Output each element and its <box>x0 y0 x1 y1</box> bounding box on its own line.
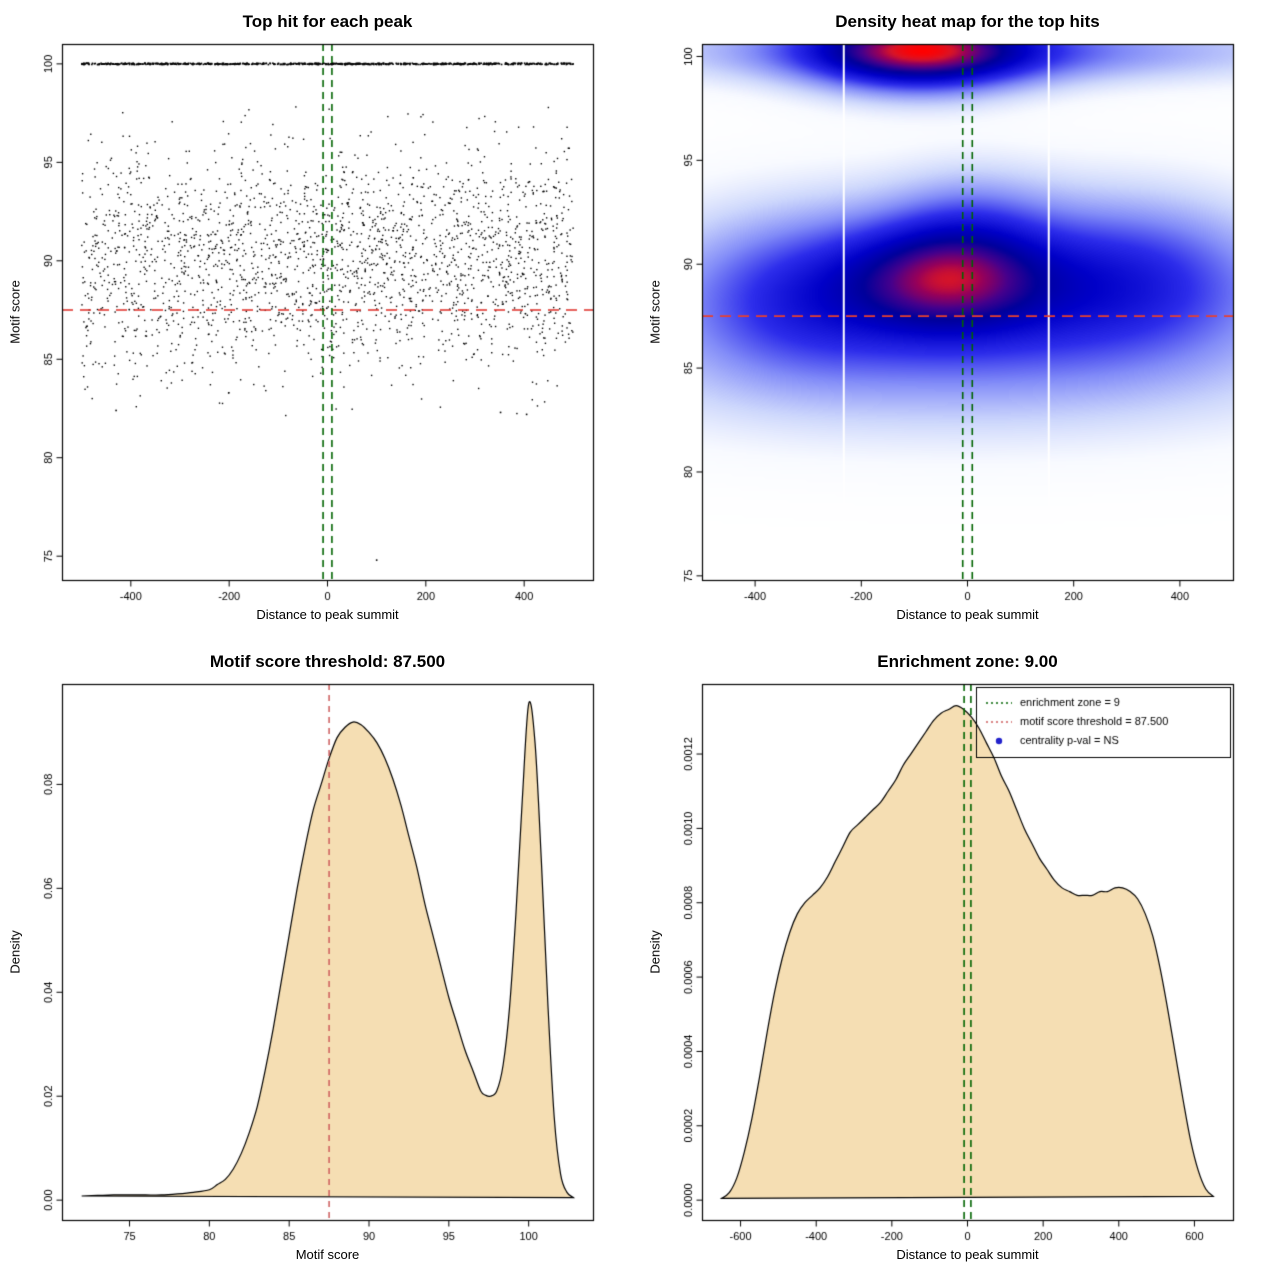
panel-summit-distance-density: Enrichment zone: 9.00 Distance to peak s… <box>640 640 1280 1280</box>
x-axis-label: Motif score <box>295 1247 360 1262</box>
distance-density-canvas <box>640 640 1280 1280</box>
y-axis-label: Motif score <box>647 280 663 344</box>
heatmap-canvas <box>640 0 1280 640</box>
panel-motif-score-density: Motif score threshold: 87.500 Motif scor… <box>0 640 640 1280</box>
panel-title: Density heat map for the top hits <box>835 12 1100 31</box>
panel-title: Enrichment zone: 9.00 <box>877 652 1058 671</box>
y-axis-label: Density <box>7 930 23 974</box>
panel-top-hit-scatter: Top hit for each peak Distance to peak s… <box>0 0 640 640</box>
x-axis-label: Distance to peak summit <box>896 607 1039 622</box>
panel-title: Top hit for each peak <box>242 12 413 31</box>
x-axis-label: Distance to peak summit <box>896 1247 1039 1262</box>
scatter-plot-canvas <box>0 0 640 640</box>
y-axis-label: Motif score <box>7 280 23 344</box>
x-axis-label: Distance to peak summit <box>256 607 399 622</box>
y-axis-label: Density <box>647 930 663 974</box>
panel-density-heatmap: Density heat map for the top hits Distan… <box>640 0 1280 640</box>
panel-title: Motif score threshold: 87.500 <box>209 652 446 671</box>
score-density-canvas <box>0 640 640 1280</box>
